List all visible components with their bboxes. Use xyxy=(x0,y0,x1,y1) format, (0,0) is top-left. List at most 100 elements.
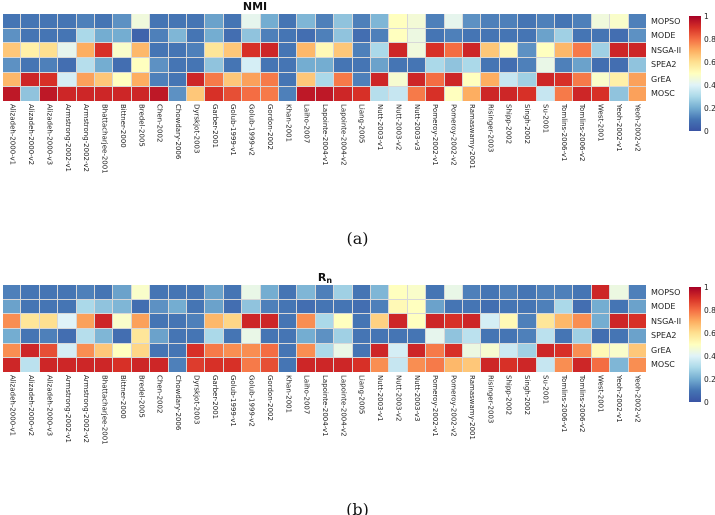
heatmap-cell xyxy=(278,28,297,43)
y-tick-label: MOPSO xyxy=(651,16,681,26)
heatmap-cell xyxy=(389,43,407,57)
heatmap-cell xyxy=(205,285,223,299)
heatmap-cell xyxy=(536,285,554,299)
heatmap-cell xyxy=(113,329,131,343)
heatmap-cell xyxy=(186,314,205,328)
heatmap-cell xyxy=(591,329,610,343)
heatmap-cell xyxy=(297,28,315,43)
heatmap-cell xyxy=(426,299,444,314)
heatmap-cell xyxy=(536,28,554,43)
x-tick-label: Bredel-2005 xyxy=(137,104,146,147)
x-tick-label: Pomeroy-2002-v2 xyxy=(449,104,458,166)
heatmap-cell xyxy=(591,43,610,57)
heatmap-cell xyxy=(352,14,370,28)
chart-title-text: NMI xyxy=(242,0,268,13)
heatmap-cell xyxy=(610,314,628,328)
heatmap-cell xyxy=(334,285,352,299)
x-tick-label: Laiho-2007 xyxy=(302,104,311,144)
heatmap-cell xyxy=(39,314,58,328)
x-tick-label: Dyrskjot-2003 xyxy=(192,104,201,154)
chart-title-subscript: n xyxy=(326,276,333,285)
heatmap-cell xyxy=(536,14,554,28)
heatmap-cell xyxy=(591,285,610,299)
y-tick-labels: MOPSO MODE NSGA-II SPEA2 GrEA MOSC xyxy=(651,14,687,101)
heatmap-cell xyxy=(186,58,205,72)
heatmap-cell xyxy=(205,72,223,87)
heatmap-cell xyxy=(573,58,591,72)
heatmap-cell xyxy=(168,343,186,358)
heatmap-cell xyxy=(297,358,315,372)
heatmap-cell xyxy=(223,43,242,57)
x-tick-labels: Alizadeh-2000-v1 Alizadeh-2000-v2 Alizadeh… xyxy=(3,104,646,229)
heatmap-cell xyxy=(58,58,76,72)
heatmap-cell xyxy=(334,58,352,72)
heatmap-cell xyxy=(242,28,260,43)
heatmap-cell xyxy=(426,43,444,57)
heatmap-cell xyxy=(297,87,315,101)
heatmap-cell xyxy=(407,358,426,372)
heatmap-cell xyxy=(426,314,444,328)
x-tick-label: West-2001 xyxy=(596,104,605,142)
colorbar-tick-label: 0.8 xyxy=(704,306,715,315)
x-tick-label: Laiho-2007 xyxy=(302,375,311,415)
heatmap-cell xyxy=(3,72,21,87)
heatmap-cell xyxy=(426,343,444,358)
x-tick-label: Alizadeh-2000-v2 xyxy=(27,375,36,437)
heatmap-cell xyxy=(628,314,646,328)
heatmap-cell xyxy=(3,314,21,328)
heatmap-cell xyxy=(278,285,297,299)
heatmap-cell xyxy=(223,314,242,328)
y-tick-label: SPEA2 xyxy=(651,331,677,341)
heatmap-cell xyxy=(370,343,389,358)
heatmap-panel-b: Rn Alizadeh-2000-v1 Alizadeh-2000-v2 Aliza… xyxy=(0,271,715,515)
heatmap-cell xyxy=(39,58,58,72)
heatmap-cell xyxy=(536,299,554,314)
heatmap-cell xyxy=(131,43,150,57)
heatmap-cell xyxy=(150,329,168,343)
heatmap-cell xyxy=(591,299,610,314)
heatmap-cell xyxy=(131,28,150,43)
heatmap-cell xyxy=(536,358,554,372)
heatmap-cell xyxy=(315,14,334,28)
heatmap-cell xyxy=(444,43,462,57)
x-tick-label: Chowdary-2006 xyxy=(174,375,183,431)
heatmap-cell xyxy=(370,87,389,101)
x-tick-label: Tomlins-2006-v1 xyxy=(559,104,568,162)
heatmap-cell xyxy=(334,72,352,87)
heatmap-cell xyxy=(39,329,58,343)
heatmap-cell xyxy=(242,285,260,299)
heatmap-cell xyxy=(518,285,536,299)
heatmap-cell xyxy=(223,343,242,358)
heatmap-cell xyxy=(94,58,113,72)
heatmap-cell xyxy=(168,14,186,28)
heatmap-cell xyxy=(58,87,76,101)
heatmap-cell xyxy=(389,358,407,372)
heatmap-cell xyxy=(573,14,591,28)
heatmap-cell xyxy=(334,329,352,343)
heatmap-cell xyxy=(278,72,297,87)
heatmap-cell xyxy=(573,314,591,328)
x-tick-label: Tomlins-2006-v2 xyxy=(578,375,587,433)
x-tick-label: Armstrong-2002-v2 xyxy=(82,375,91,443)
heatmap-cell xyxy=(76,14,94,28)
x-tick-label: Risinger-2003 xyxy=(486,375,495,424)
heatmap-cell xyxy=(554,58,573,72)
heatmap-cell xyxy=(260,28,278,43)
heatmap-cell xyxy=(21,299,39,314)
heatmap-cell xyxy=(297,58,315,72)
x-tick-label: Chen-2002 xyxy=(155,375,164,414)
x-tick-label: Tomlins-2006-v2 xyxy=(578,104,587,162)
heatmap-cell xyxy=(260,14,278,28)
heatmap-cell xyxy=(205,299,223,314)
heatmap-cell xyxy=(21,358,39,372)
heatmap-cell xyxy=(554,72,573,87)
x-tick-label: Armstrong-2002-v1 xyxy=(63,375,72,443)
heatmap-cell xyxy=(315,28,334,43)
heatmap-cell xyxy=(389,28,407,43)
heatmap-cell xyxy=(554,343,573,358)
x-tick-label: Garber-2001 xyxy=(210,375,219,420)
heatmap-cell xyxy=(334,14,352,28)
heatmap-cell xyxy=(389,299,407,314)
heatmap-cell xyxy=(76,314,94,328)
heatmap-cell xyxy=(297,299,315,314)
